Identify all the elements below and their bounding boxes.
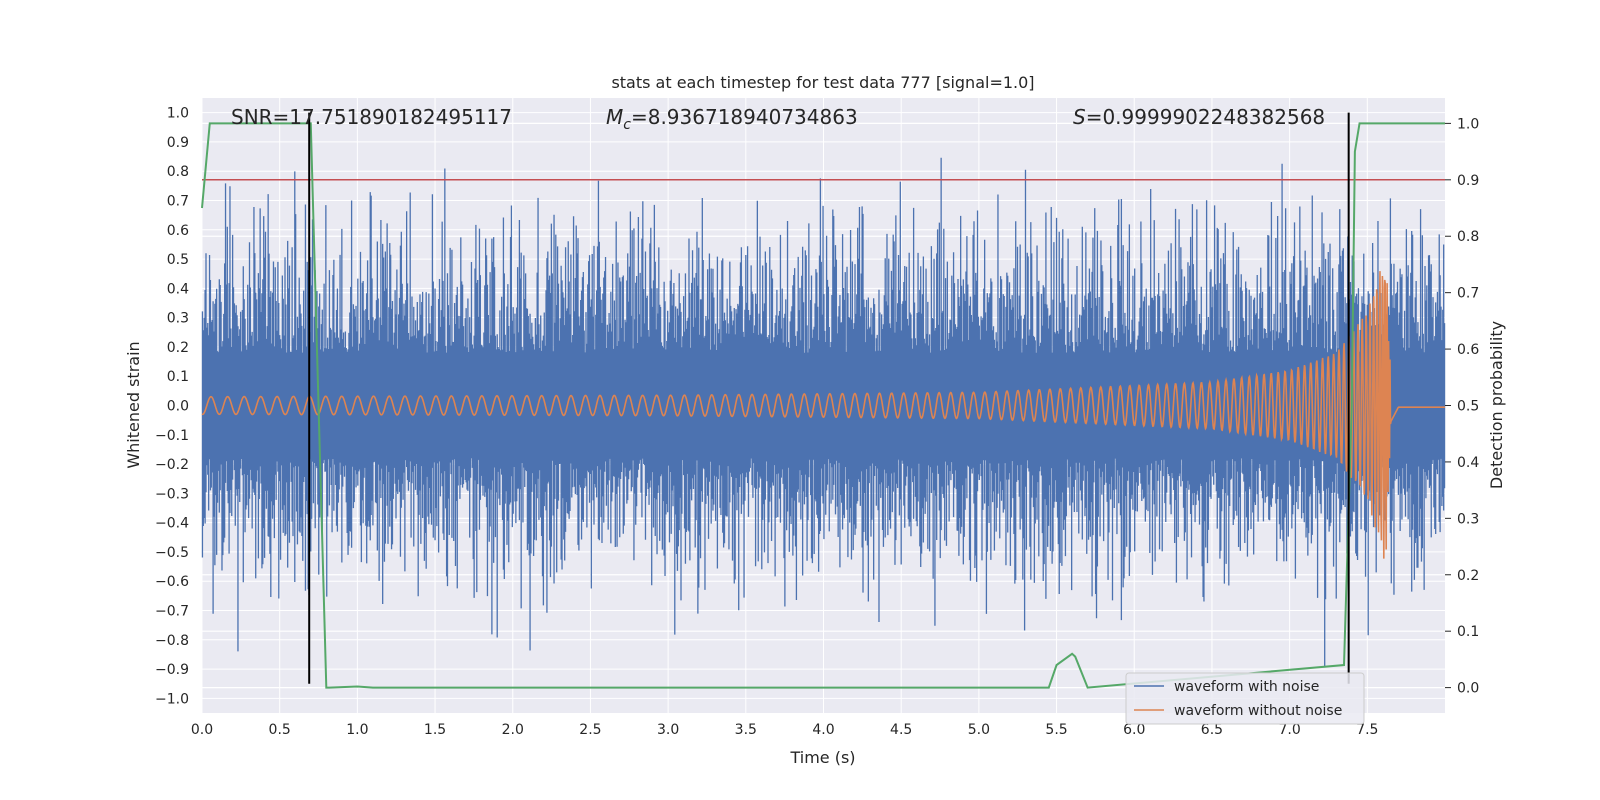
y-tick-label: 0.3 — [167, 311, 189, 327]
x-tick-label: 4.5 — [890, 722, 912, 738]
legend-label-noisy: waveform with noise — [1174, 679, 1319, 695]
x-tick-label: 1.0 — [346, 722, 368, 738]
chirp-mass-annotation: Mc=8.936718940734863 — [606, 105, 858, 133]
y-tick-label: 0.4 — [167, 281, 189, 297]
x-tick-label: 2.5 — [579, 722, 601, 738]
y2-tick-label: 0.0 — [1457, 681, 1479, 697]
y2-tick-label: 0.7 — [1457, 286, 1479, 302]
detection-probability-line — [201, 122, 1445, 689]
y-tick-label: 0.9 — [167, 135, 189, 151]
y2-tick-label: 0.5 — [1457, 399, 1479, 415]
snr-annotation: SNR=17.751890182495117 — [231, 105, 512, 129]
y2-tick-label: 0.4 — [1457, 455, 1479, 471]
legend-box — [1125, 672, 1365, 725]
y2-tick-label: 0.6 — [1457, 342, 1479, 358]
x-tick-label: 0.5 — [269, 722, 291, 738]
y2-tick-label: 1.0 — [1457, 116, 1479, 132]
y-tick-label: −0.8 — [155, 633, 189, 649]
y-tick-label: −0.2 — [155, 457, 189, 473]
chirp-mass-subscript: c — [623, 117, 631, 133]
x-tick-label: 3.0 — [657, 722, 679, 738]
y-tick-label: 0.5 — [167, 252, 189, 268]
score-symbol: S — [1073, 105, 1086, 129]
y-tick-label: 0.8 — [167, 164, 189, 180]
y-tick-label: −1.0 — [155, 691, 189, 707]
y-tick-label: −0.9 — [155, 662, 189, 678]
y-tick-label: −0.1 — [155, 428, 189, 444]
x-tick-label: 0.0 — [191, 722, 213, 738]
legend: waveform with noise waveform without noi… — [1125, 672, 1365, 725]
x-tick-label: 1.5 — [424, 722, 446, 738]
x-tick-label: 6.5 — [1201, 722, 1223, 738]
axes-layer: 0.0 0.5 1.0 1.5 2.0 2.5 3.0 3.5 4.0 4.5 5.0 5.5 6.0 6… — [155, 106, 1479, 738]
score-value: =0.9999902248382568 — [1086, 105, 1325, 129]
y-tick-label: −0.4 — [155, 516, 189, 532]
y-tick-label: 0.2 — [167, 340, 189, 356]
y2-tick-label: 0.9 — [1457, 173, 1479, 189]
series-layer — [201, 112, 1446, 689]
y-tick-label: 0.1 — [167, 369, 189, 385]
x-tick-label: 7.0 — [1278, 722, 1300, 738]
x-tick-label: 5.5 — [1045, 722, 1067, 738]
legend-label-clean: waveform without noise — [1174, 703, 1342, 719]
y2-tick-label: 0.8 — [1457, 229, 1479, 245]
x-tick-label: 4.0 — [812, 722, 834, 738]
y-tick-label: 0.0 — [167, 399, 189, 415]
y-axis-label: Whitened strain — [124, 341, 143, 468]
x-tick-label: 2.0 — [502, 722, 524, 738]
y2-tick-label: 0.2 — [1457, 568, 1479, 584]
y-tick-label: 1.0 — [167, 106, 189, 122]
y-tick-label: −0.3 — [155, 486, 189, 502]
x-tick-label: 3.5 — [735, 722, 757, 738]
y-tick-label: −0.6 — [155, 574, 189, 590]
chart-title: stats at each timestep for test data 777… — [611, 73, 1034, 92]
chirp-mass-symbol: M — [606, 105, 623, 129]
y-tick-label: −0.5 — [155, 545, 189, 561]
x-tick-label: 7.5 — [1356, 722, 1378, 738]
y-tick-label: −0.7 — [155, 604, 189, 620]
y2-tick-label: 0.3 — [1457, 511, 1479, 527]
chirp-mass-value: =8.936718940734863 — [631, 105, 858, 129]
x-tick-label: 5.0 — [968, 722, 990, 738]
y-tick-label: 0.7 — [167, 194, 189, 210]
y2-axis-label: Detection probability — [1487, 321, 1506, 489]
y2-tick-label: 0.1 — [1457, 624, 1479, 640]
x-axis-label: Time (s) — [789, 748, 855, 767]
clean-waveform-line — [201, 271, 1445, 559]
score-annotation: S=0.9999902248382568 — [1073, 105, 1325, 129]
y-tick-label: 0.6 — [167, 223, 189, 239]
x-tick-label: 6.0 — [1123, 722, 1145, 738]
